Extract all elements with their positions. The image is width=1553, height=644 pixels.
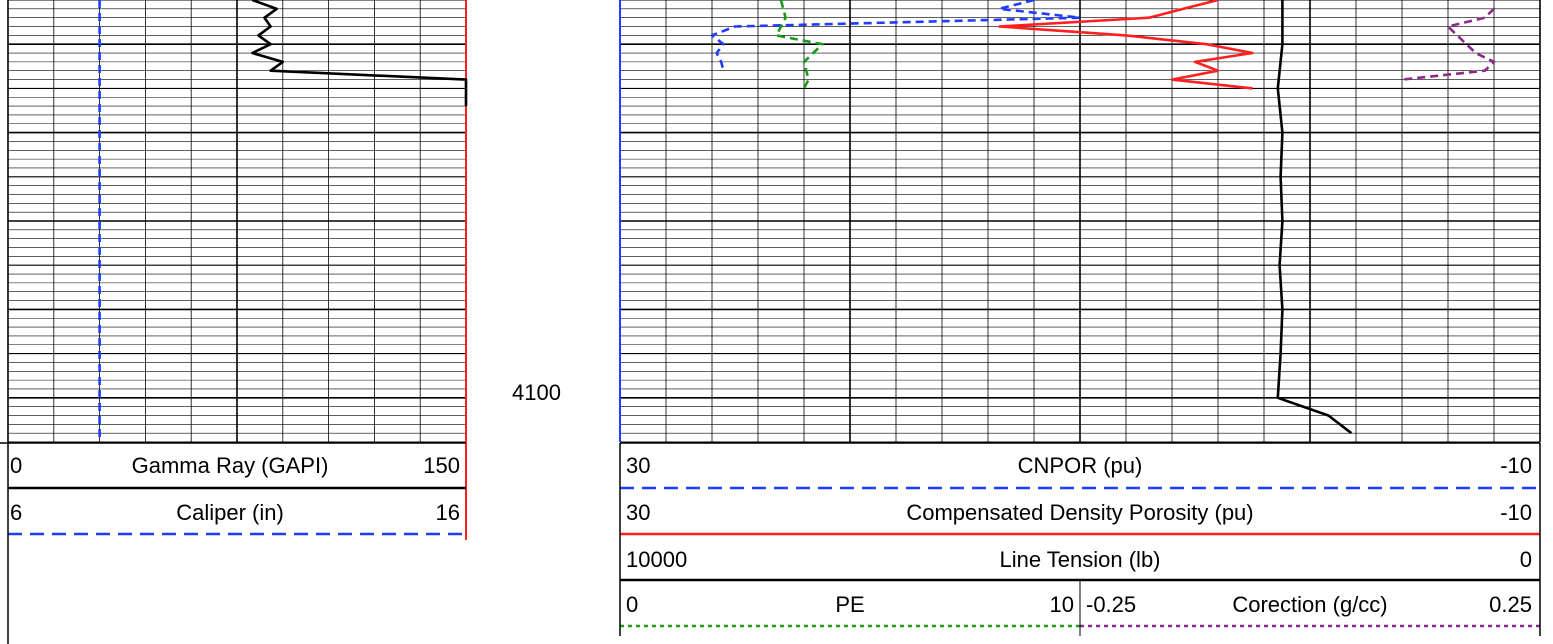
cnpor-label: CNPOR (pu): [1017, 453, 1143, 478]
dphi-label: Compensated Density Porosity (pu): [906, 500, 1254, 525]
dphi-min: 30: [626, 500, 651, 525]
pe-min: 0: [626, 592, 639, 617]
gr-min: 0: [10, 453, 23, 478]
cal-label: Caliper (in): [176, 500, 284, 525]
curve-corection: [1401, 7, 1496, 81]
cnpor-max: -10: [1500, 453, 1532, 478]
depth-label-4100: 4100: [512, 380, 561, 405]
gr-label: Gamma Ray (GAPI): [131, 453, 329, 478]
header-lines: [0, 442, 1541, 644]
pe-max: 10: [1049, 592, 1074, 617]
cnpor-min: 30: [626, 453, 651, 478]
log-curves: [98, 0, 1496, 443]
cal-max: 16: [435, 500, 460, 525]
track1-grid: [7, 0, 467, 540]
cal-min: 6: [10, 500, 23, 525]
curve-line-tension: [1276, 0, 1353, 435]
gr-max: 150: [423, 453, 460, 478]
curve-pe: [775, 0, 824, 90]
corr-min: -0.25: [1086, 592, 1137, 617]
tens-label: Line Tension (lb): [999, 547, 1161, 572]
corr-label: Corection (g/cc): [1232, 592, 1388, 617]
tens-max: 0: [1519, 547, 1532, 572]
dphi-max: -10: [1500, 500, 1532, 525]
track2-grid: [619, 0, 1541, 443]
tens-min: 10000: [626, 547, 688, 572]
pe-label: PE: [835, 592, 865, 617]
corr-max: 0.25: [1489, 592, 1532, 617]
